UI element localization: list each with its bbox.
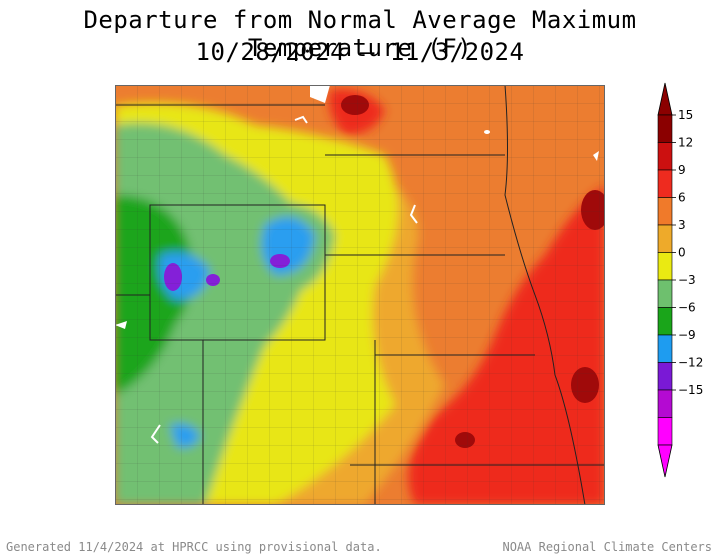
legend-band [657, 142, 673, 171]
legend-tick-label: −9 [678, 328, 696, 342]
footer-credit: NOAA Regional Climate Centers [502, 540, 712, 554]
legend-band [657, 362, 673, 391]
legend-band [657, 252, 673, 281]
legend-band [657, 279, 673, 308]
legend-band [657, 197, 673, 226]
map-date-range: 10/28/2024 – 11/3/2024 [195, 38, 525, 66]
legend-band [657, 389, 673, 418]
legend-tick-label: 6 [678, 191, 686, 205]
state-borders [115, 85, 605, 505]
lake [310, 85, 330, 103]
legend-band [657, 169, 673, 198]
legend-tick-label: −6 [678, 301, 696, 315]
legend-band [657, 334, 673, 363]
legend-tick-label: 9 [678, 163, 686, 177]
footer-generated-note: Generated 11/4/2024 at HPRCC using provi… [6, 540, 382, 554]
legend-tick-label: 12 [678, 136, 693, 150]
map-title: Departure from Normal Average Maximum Te… [83, 6, 637, 62]
legend-tick-label: 0 [678, 246, 686, 260]
legend-tick-label: −3 [678, 273, 696, 287]
legend-arrow-bottom [657, 444, 673, 478]
legend-band [657, 307, 673, 336]
color-legend: 15 12 9 6 3 0 −3 −6 −9 −12 −15 [657, 82, 703, 478]
legend-band [657, 417, 673, 446]
county-lines [115, 85, 605, 505]
legend-arrow-top [657, 82, 673, 116]
legend-tick-label: 3 [678, 218, 686, 232]
legend-tick-label: 15 [678, 108, 693, 122]
temperature-departure-map [115, 85, 605, 505]
legend-tick-label: −12 [678, 356, 703, 370]
legend-band [657, 114, 673, 143]
legend-band [657, 224, 673, 253]
legend-tick-label: −15 [678, 383, 703, 397]
